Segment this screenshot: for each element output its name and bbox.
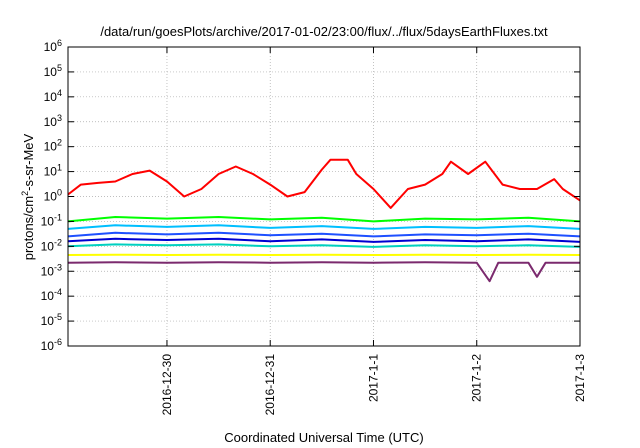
y-tick-exponent: -2 — [54, 237, 62, 247]
y-tick-exponent: 2 — [57, 138, 62, 148]
y-axis: 10-610-510-410-310-210-11001011021031041… — [41, 38, 580, 353]
y-tick-base: 10 — [44, 190, 58, 204]
x-tick-label: 2016-12-31 — [263, 354, 277, 416]
x-tick-label: 2017-1-3 — [573, 354, 587, 402]
y-axis-label-superscript: 2 — [20, 191, 30, 196]
y-tick-exponent: 4 — [57, 88, 62, 98]
y-tick-label: 102 — [44, 138, 62, 154]
y-tick-label: 10-6 — [41, 337, 62, 353]
series-line-1 — [67, 216, 581, 223]
series-line-0 — [67, 158, 581, 209]
y-tick-base: 10 — [44, 165, 58, 179]
y-axis-label-text: protons/cm — [21, 196, 36, 260]
y-tick-base: 10 — [44, 115, 58, 129]
grid — [68, 46, 581, 347]
y-tick-label: 104 — [44, 88, 62, 104]
y-tick-exponent: -5 — [54, 312, 62, 322]
y-tick-exponent: 5 — [57, 63, 62, 73]
series-layer — [67, 158, 581, 283]
y-tick-label: 10-3 — [41, 262, 62, 278]
y-tick-exponent: -6 — [54, 337, 62, 347]
y-tick-label: 10-1 — [41, 212, 62, 228]
y-tick-exponent: 1 — [57, 163, 62, 173]
y-tick-exponent: -1 — [54, 212, 62, 222]
series-line-2 — [67, 224, 581, 230]
y-tick-base: 10 — [44, 140, 58, 154]
y-tick-base: 10 — [41, 339, 55, 353]
series-line-3 — [67, 231, 581, 238]
y-tick-label: 10-5 — [41, 312, 62, 328]
y-tick-base: 10 — [41, 264, 55, 278]
x-tick-label: 2016-12-30 — [160, 354, 174, 416]
x-axis-label: Coordinated Universal Time (UTC) — [224, 430, 423, 445]
y-tick-base: 10 — [41, 289, 55, 303]
series-line-4 — [67, 237, 581, 243]
x-axis: 2016-12-30 2016-12-31 2017-1-1 2017-1-2 2017… — [160, 47, 587, 415]
y-axis-label-suffix: -s-sr-MeV — [21, 133, 36, 190]
y-tick-exponent: 0 — [57, 188, 62, 198]
chart-title: /data/run/goesPlots/archive/2017-01-02/2… — [100, 24, 548, 39]
y-tick-base: 10 — [44, 90, 58, 104]
y-tick-exponent: 6 — [57, 38, 62, 48]
x-tick-label: 2017-1-2 — [470, 354, 484, 402]
y-tick-base: 10 — [44, 65, 58, 79]
y-tick-label: 10-2 — [41, 237, 62, 253]
series-line-5 — [67, 243, 581, 248]
series-line-7 — [67, 261, 580, 283]
y-axis-label: protons/cm2-s-sr-MeV — [20, 133, 36, 260]
y-tick-label: 10-4 — [41, 287, 62, 303]
x-tick-label: 2017-1-1 — [366, 354, 380, 402]
y-tick-base: 10 — [41, 314, 55, 328]
y-tick-base: 10 — [41, 239, 55, 253]
y-tick-label: 103 — [44, 113, 62, 129]
y-tick-label: 105 — [44, 63, 62, 79]
y-tick-exponent: 3 — [57, 113, 62, 123]
y-tick-label: 101 — [44, 163, 62, 179]
y-tick-label: 106 — [44, 38, 62, 54]
y-tick-base: 10 — [44, 40, 58, 54]
y-tick-exponent: -3 — [54, 262, 62, 272]
y-tick-base: 10 — [41, 214, 55, 228]
y-tick-label: 100 — [44, 188, 62, 204]
y-tick-exponent: -4 — [54, 287, 62, 297]
